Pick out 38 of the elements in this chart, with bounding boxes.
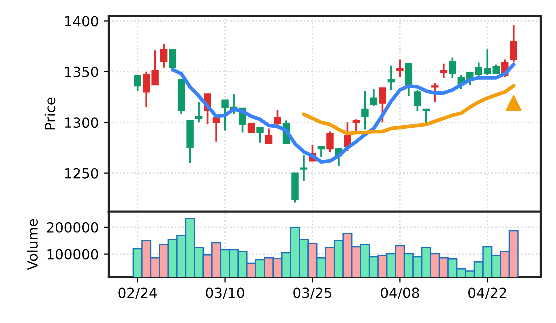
y-tick-label: 1400: [65, 16, 98, 27]
candlestick: [352, 118, 360, 133]
candlestick: [440, 62, 448, 79]
y-axis-title: Price: [44, 98, 56, 130]
y-tick-label: 100000: [48, 249, 98, 260]
candlestick: [449, 56, 456, 79]
candlestick: [396, 58, 404, 78]
y-tick-label: 1250: [65, 168, 98, 179]
candlestick: [388, 64, 396, 92]
x-tick-label: 03/25: [294, 288, 332, 300]
candlestick: [362, 90, 369, 131]
candlestick: [169, 49, 176, 68]
y-axis-title: Volume: [27, 219, 38, 270]
candlestick: [510, 24, 518, 64]
candlestick: [422, 108, 430, 125]
y-tick-label: 1350: [65, 66, 98, 78]
candlestick: [414, 89, 422, 112]
y-tick-label: 1300: [65, 118, 98, 128]
candlestick: [326, 130, 334, 153]
candlestick: [134, 75, 142, 92]
x-tick-label: 02/24: [118, 288, 158, 300]
candlestick: [195, 101, 203, 124]
x-tick-label: 04/22: [468, 288, 506, 300]
line-series: [171, 63, 516, 164]
x-tick-label: 03/10: [206, 288, 244, 300]
candlestick: [405, 62, 413, 98]
candlestick: [265, 128, 273, 145]
candlestick: [248, 123, 256, 134]
candlestick: [370, 88, 378, 108]
candlestick: [160, 44, 168, 69]
candlestick: [300, 154, 308, 182]
candlestick: [256, 126, 264, 144]
candlestick: [379, 87, 386, 124]
line-series: [302, 84, 516, 136]
candlestick: [318, 145, 326, 158]
y-tick-label: 200000: [47, 222, 98, 233]
x-tick-label: 04/08: [381, 288, 420, 300]
candlestick: [432, 82, 439, 104]
